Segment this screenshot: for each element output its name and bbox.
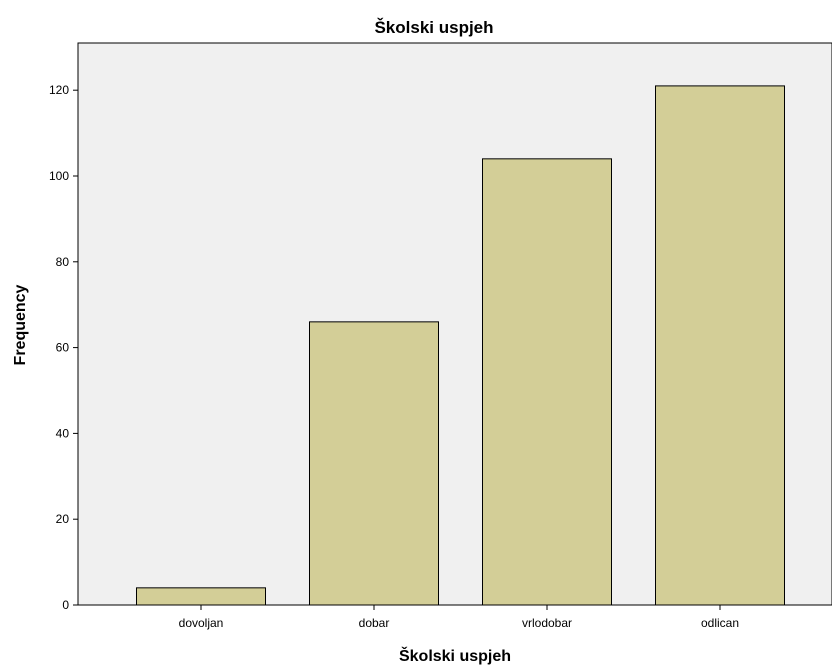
y-tick-label: 60 <box>56 341 70 355</box>
bar-dovoljan <box>136 587 266 606</box>
x-tick-label-odlican: odlican <box>701 616 739 630</box>
bar-dobar <box>309 321 439 606</box>
x-tick-label-vrlodobar: vrlodobar <box>522 616 572 630</box>
y-axis-title: Frequency <box>12 284 29 365</box>
x-tick-label-dobar: dobar <box>359 616 390 630</box>
bars <box>136 85 785 606</box>
y-tick-label: 100 <box>49 169 69 183</box>
y-tick-label: 80 <box>56 255 70 269</box>
y-tick-label: 20 <box>56 512 70 526</box>
y-tick-label: 40 <box>56 426 70 440</box>
y-tick-label: 120 <box>49 83 69 97</box>
y-axis: 0 20 40 60 80 100 120 <box>49 83 78 612</box>
y-tick-label: 0 <box>62 598 69 612</box>
bar-odlican <box>655 85 785 606</box>
x-tick-label-dovoljan: dovoljan <box>179 616 224 630</box>
x-axis-title: Školski uspjeh <box>399 646 511 665</box>
x-axis: dovoljan dobar vrlodobar odlican <box>179 605 739 630</box>
chart-title: Školski uspjeh <box>374 18 493 37</box>
bar-vrlodobar <box>482 158 612 606</box>
